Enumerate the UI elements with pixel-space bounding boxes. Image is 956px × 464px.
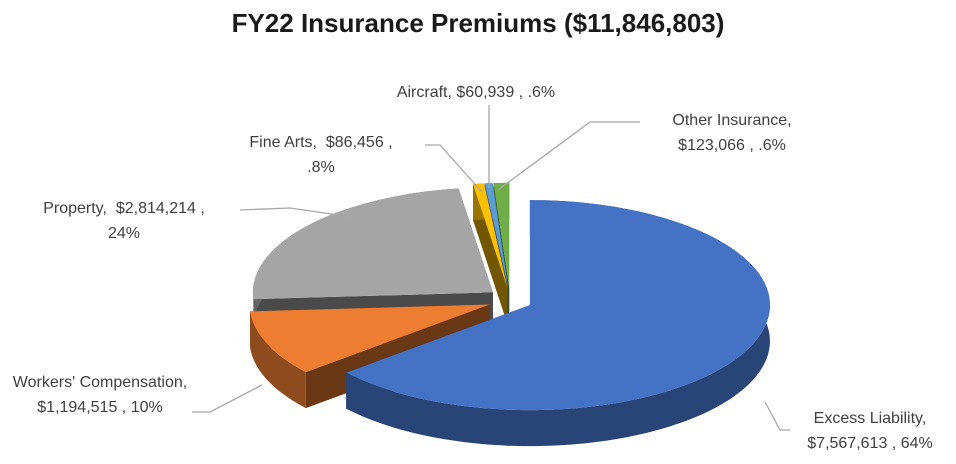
chart-title: FY22 Insurance Premiums ($11,846,803)	[231, 8, 725, 38]
slice	[493, 182, 510, 288]
label-percent: 64%	[900, 435, 933, 452]
slice	[250, 304, 490, 373]
leader-line	[192, 384, 263, 413]
leader-line	[764, 401, 790, 431]
label-value: $1,194,515	[37, 399, 118, 416]
label-value: $123,066	[678, 137, 745, 154]
data-label: Workers' Compensation, $1,194,515 , 10%	[12, 374, 188, 416]
label-value: $2,814,214	[115, 200, 196, 217]
slice-rim	[250, 311, 306, 409]
label-category: Fine Arts	[249, 134, 313, 151]
slice	[252, 188, 493, 300]
data-label: Fine Arts, $86,456 , .8%	[249, 134, 393, 176]
leader-line	[239, 207, 373, 221]
data-label: Property, $2,814,214 , 24%	[43, 200, 205, 242]
label-percent: .8%	[307, 159, 335, 176]
data-label: Excess Liability, $7,567,613 , 64%	[807, 410, 933, 452]
slice	[346, 200, 770, 411]
leader-line	[497, 121, 640, 191]
label-percent: .6%	[758, 137, 786, 154]
label-category: Excess Liability	[813, 410, 922, 427]
label-category: Other Insurance	[672, 112, 788, 129]
slice-rim	[346, 200, 770, 447]
data-label: Aircraft, $60,939 , .6%	[396, 84, 556, 101]
label-value: $86,456	[325, 134, 384, 151]
label-category: Property	[43, 200, 103, 217]
pie	[250, 182, 770, 447]
label-percent: 24%	[107, 225, 141, 242]
leader-lines	[192, 105, 790, 431]
label-percent: 10%	[130, 399, 163, 416]
leader-line	[425, 144, 483, 193]
label-percent: .6%	[527, 84, 556, 101]
label-value: $60,939	[456, 84, 515, 101]
label-category: Workers' Compensation	[12, 374, 183, 391]
slice	[473, 183, 508, 288]
slice	[484, 183, 509, 288]
label-value: $7,567,613	[807, 435, 888, 452]
data-label: Other Insurance, $123,066 , .6%	[672, 112, 792, 154]
label-category: Aircraft	[396, 84, 448, 101]
